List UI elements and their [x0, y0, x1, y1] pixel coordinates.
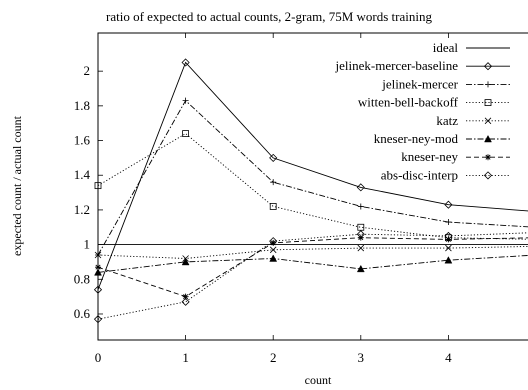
series-katz	[94, 244, 528, 262]
y-tick-label: 0.8	[74, 271, 90, 286]
data-point	[94, 182, 102, 190]
data-point	[181, 257, 190, 266]
data-point	[445, 219, 452, 226]
legend-marker	[484, 117, 492, 125]
data-point	[182, 293, 189, 300]
data-point	[444, 256, 453, 264]
series-line	[97, 99, 528, 256]
data-point	[93, 285, 103, 294]
data-point	[269, 254, 278, 262]
data-point	[444, 231, 453, 240]
y-axis: 0.6 0.8 1 1.2 1.4 1.6 1.8 2	[74, 63, 103, 321]
data-point	[270, 239, 277, 246]
legend-marker	[484, 99, 492, 106]
legend-marker	[483, 171, 493, 180]
data-point	[269, 246, 277, 254]
legend-label: kneser-ney-mod	[374, 131, 459, 146]
legend-item: ideal	[433, 40, 510, 55]
legend-marker	[485, 81, 491, 88]
x-tick-label: 4	[445, 350, 452, 365]
legend-label: jelinek-mercer	[381, 76, 458, 91]
legend-item: kneser-ney-mod	[374, 131, 510, 146]
data-point	[181, 58, 190, 67]
legend-label: ideal	[433, 40, 459, 55]
series-lines	[93, 58, 528, 324]
data-point	[270, 179, 277, 186]
data-point	[93, 315, 103, 324]
data-point	[269, 237, 278, 246]
series-jelinek-mercer	[95, 97, 528, 259]
series-line	[97, 255, 528, 273]
legend-item: katz	[436, 113, 510, 128]
y-tick-label: 1.8	[74, 98, 90, 113]
series-abs-disc-interp	[93, 230, 528, 324]
series-jelinek-mercer-baseline	[93, 58, 528, 294]
legend-item: jelinek-mercer	[381, 76, 510, 91]
x-tick-label: 3	[358, 350, 365, 365]
legend-marker	[484, 134, 492, 143]
chart-title: ratio of expected to actual counts, 2-gr…	[106, 9, 432, 24]
data-point	[356, 183, 365, 192]
data-point	[94, 268, 102, 276]
series-kneser-ney-mod	[94, 254, 528, 276]
data-point	[444, 200, 453, 209]
data-point	[445, 244, 452, 252]
y-tick-label: 1.4	[74, 167, 91, 182]
y-tick-label: 2	[84, 63, 91, 78]
y-tick-label: 1	[84, 237, 91, 252]
data-point	[182, 97, 189, 104]
x-axis: 012345	[95, 33, 452, 365]
legend-item: witten-bell-backoff	[358, 95, 510, 110]
series-line	[97, 232, 528, 320]
x-tick-label: 1	[182, 350, 189, 365]
x-axis-label: count	[305, 373, 332, 387]
x-tick-label: 2	[270, 350, 277, 365]
data-point	[94, 251, 102, 259]
y-tick-label: 1.6	[74, 133, 91, 148]
y-tick-label: 0.6	[74, 306, 91, 321]
legend-label: kneser-ney	[401, 149, 458, 164]
legend-label: witten-bell-backoff	[358, 95, 459, 110]
data-point	[95, 264, 101, 271]
legend-item: abs-disc-interp	[381, 167, 510, 182]
data-point	[356, 264, 365, 273]
data-point	[181, 297, 190, 306]
y-axis-label: expected count / actual count	[10, 115, 24, 256]
data-point	[356, 230, 365, 239]
legend-label: abs-disc-interp	[381, 167, 458, 182]
series-witten-bell-backoff	[94, 130, 528, 242]
data-point	[357, 203, 364, 210]
series-line	[97, 237, 528, 298]
y-tick-label: 1.2	[74, 202, 90, 217]
series-line	[97, 133, 528, 240]
legend: ideal jelinek-mercer-baseline jelinek-merc…	[335, 40, 510, 182]
legend-label: katz	[436, 113, 458, 128]
legend-item: kneser-ney	[401, 149, 510, 164]
data-point	[269, 153, 278, 162]
legend-item: jelinek-mercer-baseline	[335, 58, 510, 73]
data-point	[269, 203, 277, 210]
legend-marker	[485, 154, 491, 161]
x-tick-label: 0	[95, 350, 102, 365]
data-point	[182, 130, 190, 137]
series-line	[97, 246, 528, 259]
legend-label: jelinek-mercer-baseline	[335, 58, 459, 73]
legend-marker	[483, 62, 493, 71]
plot-frame	[97, 32, 528, 341]
data-point	[357, 244, 365, 252]
series-line	[97, 61, 528, 290]
